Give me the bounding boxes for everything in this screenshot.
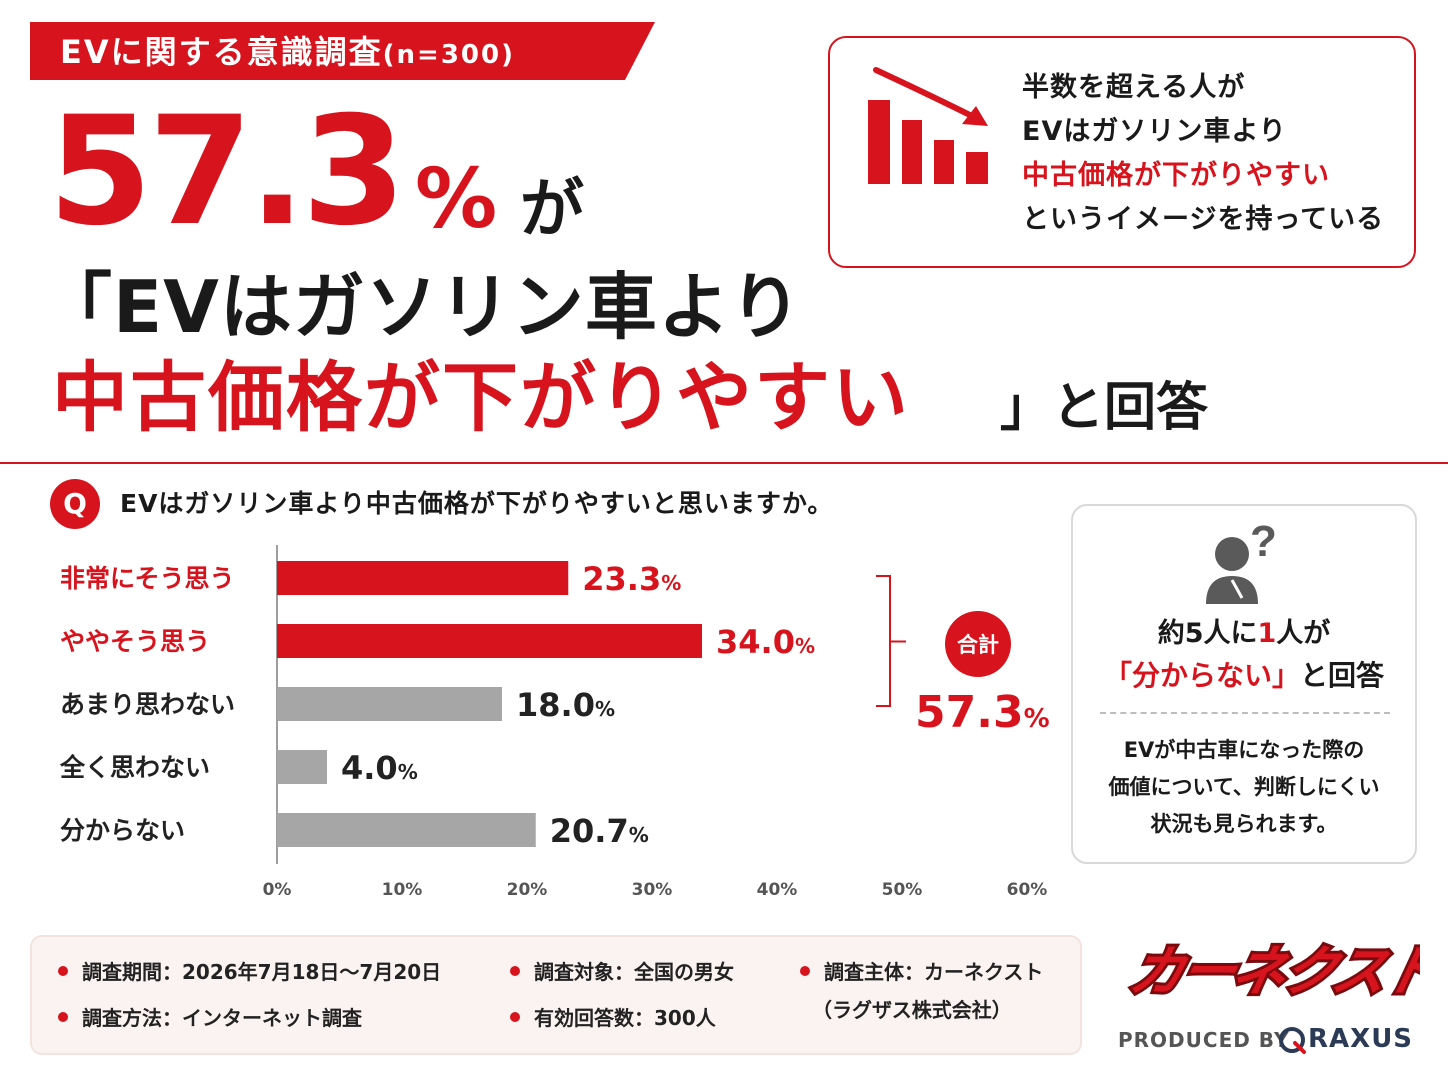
callout-line-4: というイメージを持っている [1022, 204, 1385, 235]
raxus-wordmark: RAXUS [1308, 1024, 1414, 1054]
footer-method: 調査方法：インターネット調査 [58, 1003, 362, 1033]
total-badge [945, 611, 1011, 677]
footer-organizer-company: （ラグザス株式会社） [812, 998, 1012, 1022]
data-label: 4.0% [341, 749, 418, 787]
category-label: 全く思わない [59, 753, 210, 782]
total-bracket [876, 575, 891, 707]
info-divider [1100, 712, 1390, 714]
callout-line-3: 中古価格が下がりやすい [1022, 160, 1330, 191]
title-ribbon [30, 22, 655, 80]
bar-chart: 0% 10% 20% 30% 40% 50% 60% 非常にそう思う 23.3% ややそう思う 34… [59, 545, 1050, 900]
headline-percent-unit: % [415, 152, 498, 247]
svg-text:カーネクスト: カーネクスト [1124, 942, 1420, 1002]
person-question-icon: ? [1206, 517, 1277, 604]
headline-line-2: 中古価格が下がりやすい [52, 353, 910, 442]
total-value: 57.3% [915, 687, 1050, 738]
callout-line-1: 半数を超える人が [1022, 72, 1246, 103]
data-label: 20.7% [550, 812, 649, 850]
x-tick-label: 60% [1007, 880, 1048, 900]
info-note-3: 状況も見られます。 [1150, 812, 1338, 836]
x-tick-label: 10% [382, 880, 423, 900]
question-badge: Q [50, 479, 100, 529]
bar [277, 561, 569, 595]
bar [277, 624, 702, 658]
sample-size: (n=300) [382, 40, 515, 70]
headline-line-1: 「EVはガソリン車より [40, 265, 803, 349]
carnext-logo: カーネクスト [1121, 939, 1420, 1005]
x-tick-label: 30% [632, 880, 673, 900]
footer-target: 調査対象：全国の男女 [510, 957, 734, 987]
category-label: あまり思わない [60, 690, 235, 719]
data-label: 34.0% [716, 623, 815, 661]
info-headline-2: 「分からない」と回答 [1103, 659, 1385, 692]
headline-line-3: 」と回答 [1000, 378, 1209, 438]
footer-period: 調査期間：2026年7月18日～7月20日 [58, 957, 441, 987]
produced-by-label: PRODUCED BY [1118, 1028, 1290, 1052]
info-note-1: EVが中古車になった際の [1123, 738, 1365, 762]
x-tick-label: 50% [882, 880, 923, 900]
info-note-2: 価値について、判断しにくい [1108, 775, 1380, 799]
info-headline-1: 約5人に1人が [1157, 618, 1331, 649]
category-label: ややそう思う [60, 627, 210, 656]
survey-details [30, 935, 1082, 1055]
data-label: 23.3% [582, 560, 681, 598]
declining-bar-chart-icon [868, 67, 988, 184]
x-tick-label: 40% [757, 880, 798, 900]
x-tick-label: 0% [263, 880, 292, 900]
callout-line-2: EVはガソリン車より [1022, 116, 1287, 147]
question-text: EVはガソリン車より中古価格が下がりやすいと思いますか。 [120, 489, 834, 518]
footer-organizer: 調査主体：カーネクスト [800, 957, 1043, 987]
section-divider [0, 462, 1448, 464]
headline-percent: 57.3 [48, 85, 406, 259]
headline-particle: が [520, 173, 584, 247]
bar [277, 750, 327, 784]
bar [277, 687, 502, 721]
svg-text:?: ? [1250, 517, 1277, 566]
summary-callout [828, 36, 1416, 268]
category-label: 分からない [60, 816, 185, 845]
x-tick-label: 20% [507, 880, 548, 900]
total-badge-label: 合計 [957, 633, 999, 657]
survey-title: EVに関する意識調査(n=300) [60, 33, 515, 71]
raxus-logo-icon [1279, 1027, 1306, 1054]
category-label: 非常にそう思う [60, 564, 235, 593]
data-label: 18.0% [516, 686, 615, 724]
footer-valid-responses: 有効回答数：300人 [510, 1003, 716, 1033]
bar [277, 813, 536, 847]
